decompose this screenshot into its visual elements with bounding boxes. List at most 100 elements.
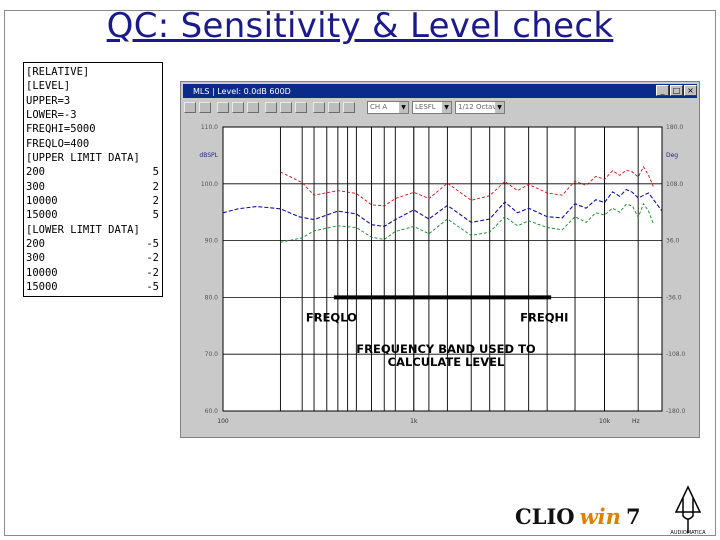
series-response <box>222 188 663 227</box>
save-button[interactable] <box>232 102 244 113</box>
brand-name: CLIO <box>515 504 575 529</box>
config-key: UPPER=3 <box>26 94 71 107</box>
config-key: FREQHI=5000 <box>26 123 96 136</box>
config-value: -5 <box>146 281 159 294</box>
band-caption-line2: CALCULATE LEVEL <box>388 355 505 369</box>
brand-name-emph: win <box>580 504 621 529</box>
freqlo-label: FREQLO <box>306 310 357 324</box>
config-line: FREQHI=5000 <box>26 122 159 136</box>
audiomatica-logo-icon <box>674 485 702 513</box>
config-value: -5 <box>146 238 159 251</box>
config-key: [UPPER LIMIT DATA] <box>26 152 140 165</box>
y-axis-unit: dBSPL <box>199 152 218 159</box>
limits-button[interactable] <box>328 102 340 113</box>
close-button[interactable]: × <box>684 85 697 96</box>
y2-tick-label: 108.0 <box>666 181 683 188</box>
window-title: MLS | Level: 0.0dB 600D <box>193 86 291 96</box>
config-line: 300 2 <box>26 180 159 194</box>
config-line: 200 -5 <box>26 237 159 251</box>
config-value: -2 <box>146 252 159 265</box>
y-tick-label: 100.0 <box>201 181 218 188</box>
stop-button[interactable] <box>199 102 211 113</box>
y2-tick-label: 36.0 <box>666 238 680 245</box>
brand-version: 7 <box>626 504 641 529</box>
config-value: 5 <box>152 209 159 222</box>
window-toolbar: CH A ▼ LESFL ▼ 1/12 Octave ▼ <box>183 100 697 116</box>
config-key: [RELATIVE] <box>26 66 90 78</box>
config-key: LOWER=-3 <box>26 109 77 122</box>
y-tick-label: 60.0 <box>205 408 219 415</box>
smoothing-select-value: 1/12 Octave <box>458 103 501 111</box>
y2-axis-unit: Deg <box>666 152 678 159</box>
go-button[interactable] <box>184 102 196 113</box>
config-line: 15000 5 <box>26 208 159 222</box>
series-upper-limit <box>280 165 654 207</box>
config-line: [LEVEL] <box>26 79 159 93</box>
config-key: 300 <box>26 252 45 265</box>
config-key: 10000 <box>26 266 58 279</box>
open-button[interactable] <box>217 102 229 113</box>
y-tick-label: 110.0 <box>201 124 218 131</box>
chevron-down-icon: ▼ <box>399 102 408 113</box>
x-tick-label: 1k <box>410 418 418 425</box>
config-key: 15000 <box>26 209 58 222</box>
limits-config-box: [RELATIVE] [LEVEL] UPPER=3 LOWER=-3 FREQHI=5… <box>23 62 163 297</box>
config-key: 10000 <box>26 195 58 208</box>
maximize-button[interactable]: □ <box>670 85 683 96</box>
config-line: 200 5 <box>26 165 159 179</box>
config-line: FREQLO=400 <box>26 137 159 151</box>
config-line: [RELATIVE] <box>26 65 159 79</box>
y-tick-label: 90.0 <box>205 238 219 245</box>
settings-button[interactable] <box>343 102 355 113</box>
config-line: [LOWER LIMIT DATA] <box>26 223 159 237</box>
band-caption-line1: FREQUENCY BAND USED TO <box>356 342 536 356</box>
channel-select[interactable]: CH A ▼ <box>367 101 409 114</box>
config-line: 10000 -2 <box>26 266 159 280</box>
minimize-button[interactable]: _ <box>656 85 669 96</box>
x-axis-unit: Hz <box>632 418 640 425</box>
process-button[interactable] <box>313 102 325 113</box>
config-key: FREQLO=400 <box>26 137 90 150</box>
config-line: [UPPER LIMIT DATA] <box>26 151 159 165</box>
config-value: 5 <box>152 166 159 179</box>
y2-tick-label: -108.0 <box>666 351 686 358</box>
tuning-fork-icon <box>682 498 694 520</box>
y2-tick-label: -36.0 <box>666 294 682 301</box>
limits-select[interactable]: LESFL ▼ <box>412 101 452 114</box>
config-line: 15000 -5 <box>26 280 159 294</box>
freqhi-label: FREQHI <box>520 310 568 324</box>
limits-select-value: LESFL <box>415 103 436 111</box>
chevron-down-icon: ▼ <box>495 102 504 113</box>
plot-area <box>222 126 663 412</box>
slide-frame <box>4 10 716 536</box>
config-line: LOWER=-3 <box>26 108 159 122</box>
config-key: [LOWER LIMIT DATA] <box>26 223 140 236</box>
config-value: 2 <box>152 180 159 193</box>
x-tick-label: 100 <box>217 418 229 425</box>
y2-tick-label: -180.0 <box>666 408 686 415</box>
audiomatica-logo-text: AUDIOMATICA <box>670 530 706 536</box>
config-value: -2 <box>146 266 159 279</box>
channel-select-value: CH A <box>370 103 388 111</box>
info-button[interactable] <box>247 102 259 113</box>
config-value: 2 <box>152 195 159 208</box>
config-key: 200 <box>26 238 45 251</box>
config-line: UPPER=3 <box>26 94 159 108</box>
config-key: 200 <box>26 166 45 179</box>
clio-brand-text: CLIO win 7 <box>515 504 641 529</box>
overlay-button[interactable] <box>280 102 292 113</box>
config-line: 300 -2 <box>26 251 159 265</box>
chevron-down-icon: ▼ <box>442 102 451 113</box>
config-key: 300 <box>26 180 45 193</box>
slide-title: QC: Sensitivity & Level check <box>106 6 614 46</box>
config-key: [LEVEL] <box>26 80 71 93</box>
window-titlebar[interactable]: MLS | Level: 0.0dB 600D _ □ × <box>183 84 697 98</box>
y2-tick-label: 180.0 <box>666 124 683 131</box>
x-tick-label: 10k <box>599 418 611 425</box>
zoom-button[interactable] <box>265 102 277 113</box>
y-tick-label: 80.0 <box>205 294 219 301</box>
grid-button[interactable] <box>295 102 307 113</box>
smoothing-select[interactable]: 1/12 Octave ▼ <box>455 101 505 114</box>
y-tick-label: 70.0 <box>205 351 219 358</box>
